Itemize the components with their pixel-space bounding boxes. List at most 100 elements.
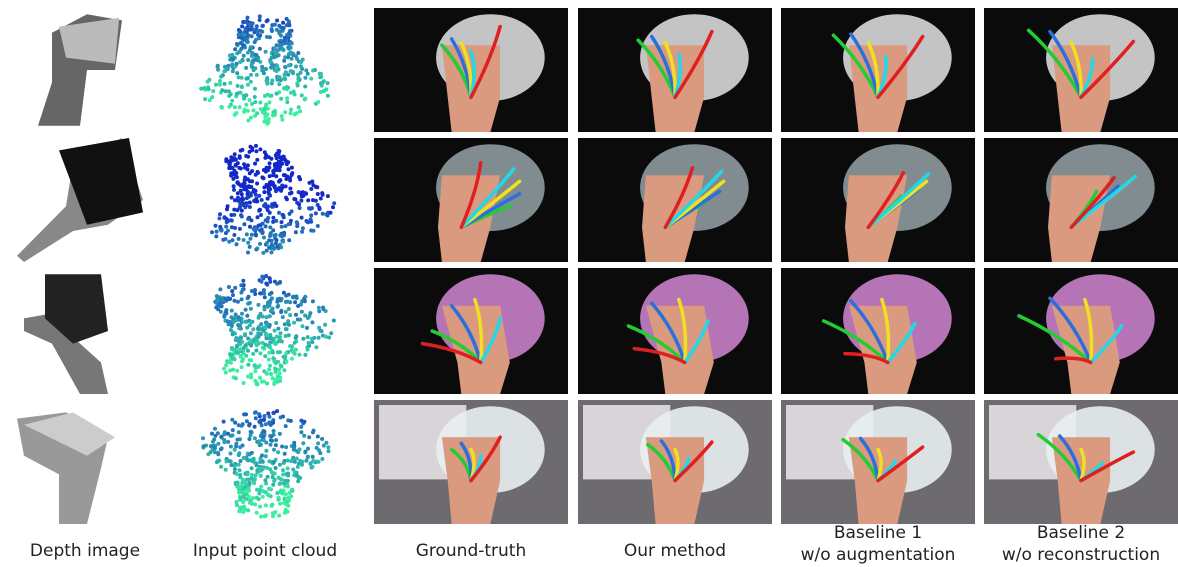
point [238,60,242,64]
point [326,94,330,98]
point [271,411,275,415]
point [265,322,269,326]
point [282,368,286,372]
point [240,359,244,363]
point [245,33,249,37]
point [306,335,310,339]
point [250,63,254,67]
point [329,331,333,335]
point [240,215,244,219]
point [268,225,272,229]
point [264,454,268,458]
point [312,229,316,233]
point [275,64,279,68]
point [275,491,279,495]
point [259,474,263,478]
point [224,363,228,367]
point [233,47,237,51]
point [271,376,275,380]
point [306,455,310,459]
point [300,216,304,220]
point [260,175,264,179]
point [222,367,226,371]
point [240,424,244,428]
point [282,26,286,30]
point [278,482,282,486]
point [270,79,274,83]
point [320,191,324,195]
point [237,50,241,54]
point [247,423,251,427]
point [284,70,288,74]
point [203,97,207,101]
point [287,23,291,27]
point [266,301,270,305]
point [264,513,268,517]
point [296,479,300,483]
point [255,496,259,500]
point [281,21,285,25]
point [285,197,289,201]
point [255,111,259,115]
point [256,171,260,175]
point [238,105,242,109]
point [279,489,283,493]
point [272,341,276,345]
point [220,446,224,450]
point [229,328,233,332]
point [296,51,300,55]
point [264,50,268,54]
result-image [781,138,975,262]
point [239,201,243,205]
point [265,382,269,386]
point [306,198,310,202]
point [248,237,252,241]
result-image [984,400,1178,524]
point [240,148,244,152]
point [249,338,253,342]
point [260,275,264,279]
point [311,459,315,463]
point [236,180,240,184]
point [244,93,248,97]
point [243,30,247,34]
point [239,291,243,295]
point [283,65,287,69]
point [206,452,210,456]
point [238,473,242,477]
point [303,353,307,357]
point [218,287,222,291]
point [259,213,263,217]
point [268,161,272,165]
point [259,312,263,316]
point [276,305,280,309]
point [284,177,288,181]
point [277,90,281,94]
point [264,282,268,286]
point [314,211,318,215]
point [276,350,280,354]
point [278,463,282,467]
point [247,437,251,441]
point [323,323,327,327]
point [252,199,256,203]
point [242,187,246,191]
point [249,185,253,189]
point [299,71,303,75]
point [311,320,315,324]
point [236,84,240,88]
point [285,17,289,21]
point [317,460,321,464]
point [248,225,252,229]
point [275,75,279,79]
point [316,435,320,439]
point [268,174,272,178]
point [201,436,205,440]
point [246,217,250,221]
point [276,374,280,378]
point [298,206,302,210]
point [233,357,237,361]
point [227,297,231,301]
point [326,445,330,449]
point [278,233,282,237]
